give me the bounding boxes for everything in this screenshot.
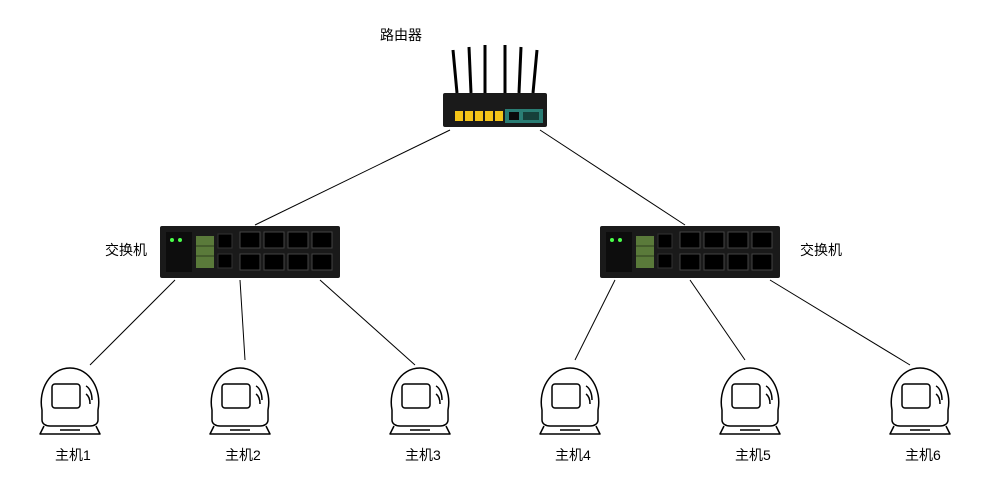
host4-label: 主机4 bbox=[555, 445, 591, 465]
host2-device bbox=[200, 360, 280, 445]
switch-left-device bbox=[160, 222, 340, 282]
host5-device bbox=[710, 360, 790, 445]
host6-label: 主机6 bbox=[905, 445, 941, 465]
switch-right-label: 交换机 bbox=[800, 240, 842, 260]
host3-label: 主机3 bbox=[405, 445, 441, 465]
switch-left-label: 交换机 bbox=[105, 240, 147, 260]
host6-device bbox=[880, 360, 960, 445]
host5-label: 主机5 bbox=[735, 445, 771, 465]
router-label: 路由器 bbox=[380, 25, 422, 45]
router-device bbox=[435, 45, 555, 135]
host1-device bbox=[30, 360, 110, 445]
host1-label: 主机1 bbox=[55, 445, 91, 465]
host3-device bbox=[380, 360, 460, 445]
host4-device bbox=[530, 360, 610, 445]
host2-label: 主机2 bbox=[225, 445, 261, 465]
switch-right-device bbox=[600, 222, 780, 282]
